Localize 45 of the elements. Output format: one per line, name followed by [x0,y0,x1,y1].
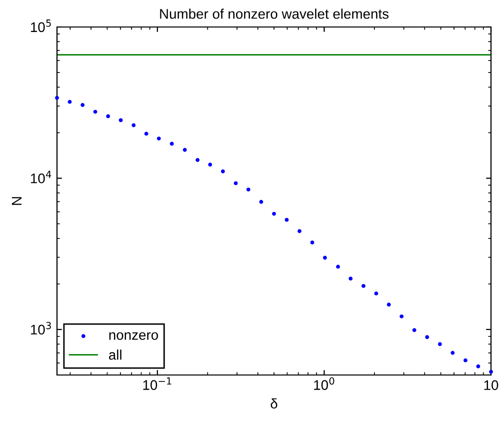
point [220,169,225,174]
point [106,114,110,118]
x-axis-title: δ [270,398,278,409]
point [464,358,468,362]
point [55,96,59,100]
point [170,142,174,146]
point [68,100,72,104]
point [118,118,123,122]
point [412,328,416,332]
y-tick-label: 10$^{3}$ [30,322,51,335]
point [298,229,302,234]
x-tick-label: 10 [484,380,498,390]
point [144,132,148,136]
point [374,292,378,296]
y-tick-label: 10$^{4}$ [30,170,52,184]
point [196,158,200,162]
point [208,162,212,167]
point [322,256,327,260]
point [80,103,85,107]
point [386,302,391,307]
point [310,240,314,244]
point [259,200,264,204]
x-tick-label: 10$^{−1}$ [143,377,172,390]
point [132,123,136,128]
point [234,181,238,186]
point [450,350,455,355]
point [336,264,340,269]
point [400,314,404,318]
chart-title: Number of nonzero wavelet elements [160,8,389,19]
y-tick-label: 10$^{5}$ [30,20,51,32]
x-tick-label: 10$^{0}$ [314,377,334,390]
point [156,136,161,141]
point [425,335,430,340]
point [362,284,366,288]
point [93,110,98,114]
point [348,276,353,281]
point [272,212,276,216]
point [246,188,250,192]
point [476,364,480,368]
point [182,148,187,152]
legend-label: all [108,350,122,360]
point [284,218,289,222]
point [438,342,442,346]
legend-label: nonzero [109,332,158,340]
y-axis-title: N [12,197,22,205]
